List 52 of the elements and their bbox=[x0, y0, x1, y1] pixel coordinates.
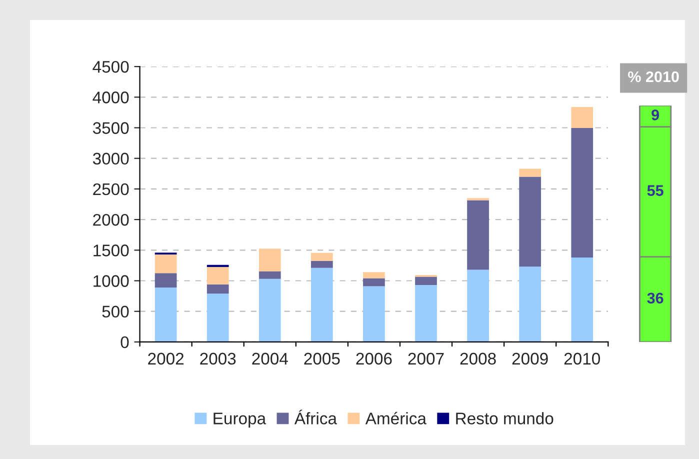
data-label: 9 bbox=[652, 109, 659, 120]
y-tick-label: 2000 bbox=[93, 214, 129, 226]
bar bbox=[311, 268, 333, 342]
bar bbox=[258, 271, 281, 279]
y-tick-label: 3500 bbox=[92, 122, 129, 134]
y-tick-label: 500 bbox=[102, 306, 129, 318]
bar bbox=[311, 252, 333, 261]
bar bbox=[363, 272, 385, 278]
legend-label: Resto mundo bbox=[456, 412, 554, 424]
x-tick-label: 2007 bbox=[408, 352, 444, 365]
bar bbox=[363, 286, 385, 342]
chart-title: % 2010 bbox=[628, 71, 679, 82]
data-label: 55 bbox=[647, 185, 664, 196]
bar bbox=[519, 176, 542, 267]
y-tick-label: 3000 bbox=[92, 152, 129, 165]
x-tick-label: 2004 bbox=[252, 352, 288, 365]
y-tick-label: 1500 bbox=[94, 244, 129, 256]
bar bbox=[415, 285, 437, 342]
bar bbox=[519, 168, 542, 177]
bar bbox=[571, 128, 594, 258]
x-tick-label: 2002 bbox=[148, 352, 184, 365]
bar bbox=[415, 276, 437, 286]
x-tick-label: 2005 bbox=[304, 352, 340, 365]
bar bbox=[154, 254, 177, 274]
bar bbox=[363, 278, 385, 286]
bar bbox=[258, 248, 281, 272]
bar bbox=[311, 260, 333, 268]
bar bbox=[571, 106, 594, 128]
bar bbox=[467, 270, 489, 342]
bar bbox=[467, 200, 489, 270]
bar bbox=[571, 258, 594, 342]
x-tick-label: 2010 bbox=[564, 352, 600, 365]
bar bbox=[519, 266, 542, 342]
x-tick-label: 2006 bbox=[356, 352, 392, 365]
y-tick-label: 1000 bbox=[94, 275, 129, 287]
y-tick-label: 4000 bbox=[92, 92, 129, 104]
legend-label: América bbox=[365, 412, 426, 424]
x-tick-label: 2008 bbox=[460, 352, 496, 365]
data-label: 36 bbox=[647, 292, 664, 304]
bar bbox=[206, 284, 229, 294]
x-tick-label: 2003 bbox=[200, 352, 236, 365]
y-tick-label: 0 bbox=[120, 336, 129, 348]
bar bbox=[258, 278, 281, 342]
bar bbox=[206, 294, 229, 342]
bar bbox=[154, 287, 177, 342]
x-tick-label: 2009 bbox=[512, 352, 548, 365]
legend-label: Europa bbox=[214, 412, 266, 428]
y-tick-label: 4500 bbox=[92, 60, 129, 73]
legend-label: África bbox=[294, 410, 338, 424]
bar bbox=[154, 273, 177, 288]
y-tick-label: 2500 bbox=[93, 183, 129, 196]
bar bbox=[206, 266, 229, 284]
